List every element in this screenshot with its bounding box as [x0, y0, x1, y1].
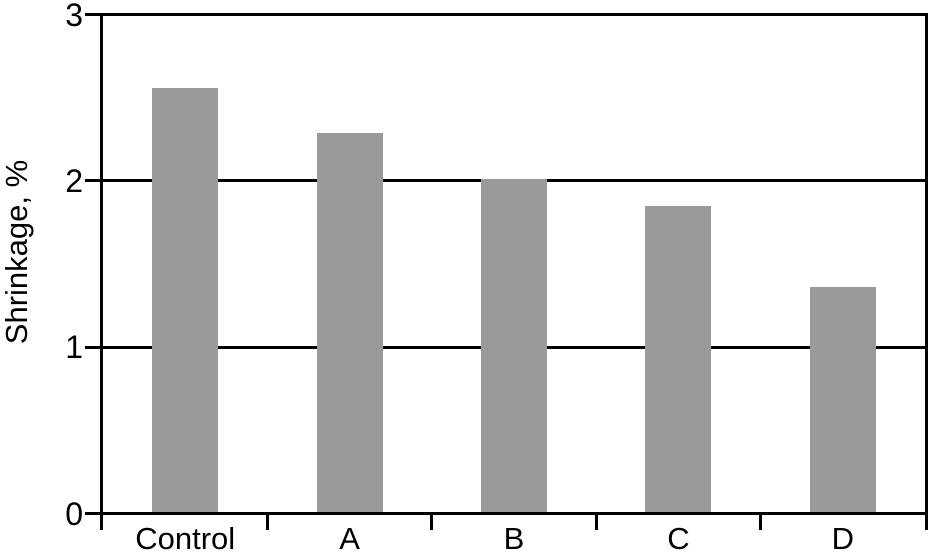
y-axis-tick: [85, 345, 100, 349]
y-tick-label: 1: [65, 329, 83, 366]
x-axis-tick: [759, 515, 763, 530]
y-tick-label: 0: [65, 495, 83, 532]
x-axis-tick: [430, 515, 434, 530]
bar-b: [481, 179, 547, 512]
x-axis-label-d: D: [831, 521, 854, 556]
plot-area: [100, 13, 928, 515]
bar-c: [645, 205, 712, 512]
x-axis-label-control: Control: [135, 521, 236, 556]
y-tick-label: 2: [65, 162, 83, 199]
y-axis-tick: [85, 13, 100, 16]
x-axis-label-b: B: [503, 521, 525, 556]
x-axis-label-c: C: [667, 521, 690, 556]
x-axis-edge-tick-left: [100, 515, 103, 530]
y-axis-tick: [85, 512, 100, 515]
x-axis-tick: [594, 515, 598, 530]
y-axis-tick: [85, 179, 100, 183]
y-tick-label: 3: [65, 0, 83, 33]
bar-control: [152, 87, 219, 512]
x-axis-edge-tick-right: [925, 515, 928, 530]
x-axis-tick: [265, 515, 269, 530]
bar-d: [809, 287, 876, 512]
x-axis-label-a: A: [339, 521, 360, 556]
bar-a: [316, 132, 383, 512]
